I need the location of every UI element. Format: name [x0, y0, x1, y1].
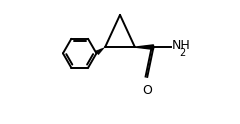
Text: NH: NH [171, 39, 190, 52]
Text: 2: 2 [179, 48, 185, 58]
Text: O: O [142, 84, 152, 97]
Polygon shape [135, 45, 154, 49]
